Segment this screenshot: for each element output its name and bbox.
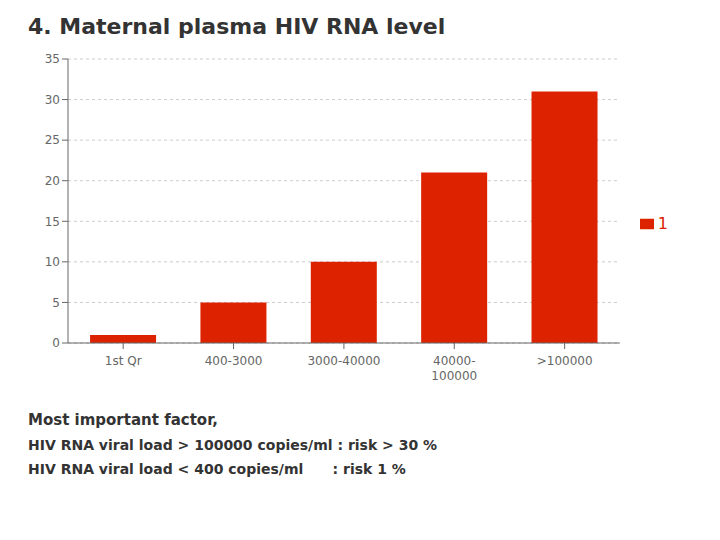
svg-text:400-3000: 400-3000 (205, 354, 263, 368)
html-text:4. Maternal plasma HIV RNA lev: 4. Maternal plasma HIV RNA level (28, 14, 446, 39)
svg-text:20: 20 (45, 174, 60, 188)
svg-text:35: 35 (45, 52, 60, 66)
svg-text:15: 15 (45, 215, 60, 229)
html-text:1: 1 (657, 213, 668, 233)
html-text:HIV RNA viral load > 100000 co: HIV RNA viral load > 100000 copies/ml : … (28, 437, 438, 453)
svg-text:1st Qr: 1st Qr (105, 354, 142, 368)
svg-text:30: 30 (45, 93, 60, 107)
html-text:HIV RNA viral load < 400 copie: HIV RNA viral load < 400 copies/ml : ris… (28, 461, 406, 477)
svg-text:3000-40000: 3000-40000 (307, 354, 380, 368)
svg-text:>100000: >100000 (537, 354, 593, 368)
html-text:Most important factor,: Most important factor, (28, 411, 218, 429)
svg-text:5: 5 (52, 296, 60, 310)
svg-text:25: 25 (45, 133, 60, 147)
svg-text:40000-100000: 40000-100000 (431, 354, 477, 383)
svg-text:10: 10 (45, 255, 60, 269)
svg-text:0: 0 (52, 336, 60, 350)
